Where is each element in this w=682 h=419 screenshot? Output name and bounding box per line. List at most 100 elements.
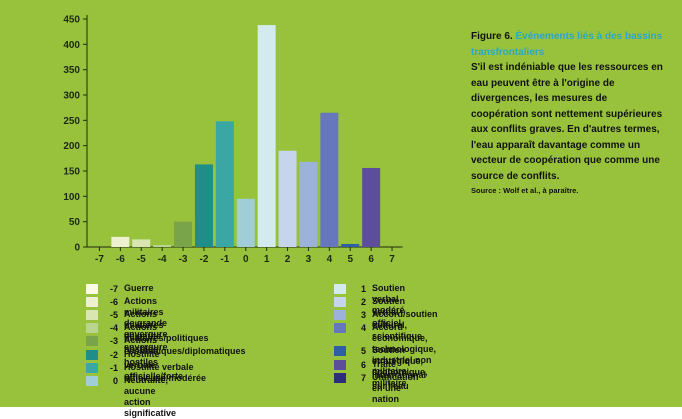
legend-swatch (86, 349, 98, 360)
legend-swatch (86, 297, 98, 308)
legend-code: 1 (360, 284, 366, 294)
legend-code: 6 (360, 359, 366, 370)
legend-swatch (334, 372, 346, 383)
y-axis: 0 50 100 150 200 250 300 350 400 450 (63, 15, 88, 254)
bar-6 (362, 167, 381, 247)
figure-source: Source : Wolf et al., à paraître. (471, 186, 579, 195)
legend-item: 6 Traité international sur l'eau (334, 359, 426, 391)
legend-swatch (334, 297, 346, 308)
legend-code: -6 (109, 297, 118, 308)
legend-label: Actions militaires/politiques hostiles (124, 322, 209, 355)
legend-swatch (334, 310, 346, 321)
bar--3 (174, 221, 193, 247)
bar--1 (215, 121, 234, 247)
x-tick-label: 0 (243, 254, 249, 265)
x-tick-label: -5 (137, 254, 146, 265)
legend-item: -2 Hostilité verbale officielle/forte (86, 349, 183, 381)
legend-item: 7 Unification en une nation (334, 372, 419, 404)
x-tick-label: 1 (264, 254, 270, 265)
y-tick-label: 300 (63, 91, 80, 102)
legend-swatch (334, 284, 346, 294)
legend-item: -4 Actions militaires/politiques hostiles (86, 322, 209, 354)
legend-label: Soutien verbal modéré (372, 283, 405, 315)
figure-caption: Figure 6. Événements liés à des bassins … (471, 29, 667, 198)
legend-label: Soutien verbal officiel (372, 296, 405, 329)
legend-swatch (334, 323, 346, 334)
x-tick-label: 7 (389, 254, 395, 265)
legend-item: -7 Guerre (86, 283, 154, 296)
legend-code: -4 (109, 323, 118, 334)
x-tick-label: 4 (327, 254, 333, 265)
legend-code: 4 (360, 323, 366, 334)
legend-swatch (334, 346, 346, 357)
x-tick-label: 2 (285, 254, 291, 265)
legend-label: Actions économiques/diplomatiques hostil… (124, 335, 246, 368)
legend-code: 0 (112, 375, 118, 386)
legend-item: 3 Accord/soutien culturel, scientifique (334, 309, 438, 341)
legend-swatch (334, 359, 346, 370)
legend-label: Neutralité, aucune action significative (124, 374, 177, 418)
legend-label: Accord économique, technologique, indust… (372, 322, 436, 377)
figure-body: S'il est indéniable que les ressources e… (471, 62, 663, 182)
legend-swatch (86, 362, 98, 373)
x-tick-label: -1 (220, 254, 229, 265)
legend-label: Actions militaires de petite envergure (124, 309, 168, 353)
legend-item: 1 Soutien verbal modéré (334, 283, 405, 315)
y-tick-label: 450 (63, 15, 80, 26)
y-tick-label: 50 (69, 217, 81, 228)
legend-item: 2 Soutien verbal officiel (334, 296, 405, 328)
legend-code: -7 (109, 284, 118, 294)
legend-code: -1 (109, 362, 118, 373)
x-tick-label: -3 (179, 254, 188, 265)
legend-swatch (86, 375, 98, 386)
bar-4 (320, 112, 339, 247)
legend-swatch (86, 284, 98, 294)
y-tick-label: 0 (74, 243, 80, 254)
legend-item: -3 Actions économiques/diplomatiques host… (86, 335, 246, 367)
figure-number: Figure 6. (471, 31, 513, 42)
y-tick-label: 200 (63, 141, 80, 152)
legend-label: Hostilité verbale officielle/forte (124, 348, 184, 381)
legend-swatch (86, 310, 98, 321)
bar-5 (341, 243, 360, 247)
legend-item: 4 Accord économique, technologique, indus… (334, 322, 436, 376)
legend-code: -2 (109, 349, 118, 360)
bar--5 (132, 239, 151, 247)
legend-label: Accord/soutien culturel, scientifique (372, 309, 438, 342)
y-tick-label: 250 (63, 116, 80, 127)
bar--6 (111, 236, 130, 247)
legend-label: Guerre (124, 283, 154, 293)
bar-2 (278, 150, 297, 247)
legend-label: Unification en une nation (372, 371, 419, 404)
bar-3 (299, 161, 318, 247)
x-tick-label: -7 (95, 254, 104, 265)
bar--4 (153, 244, 172, 247)
y-tick-label: 400 (63, 40, 80, 51)
legend-item: 0 Neutralité, aucune action significative (86, 375, 176, 418)
legend-item: -6 Actions militaires de grande envergure (86, 296, 168, 339)
legend-code: 5 (360, 346, 366, 357)
bar-0 (236, 198, 255, 247)
bar-1 (257, 25, 276, 247)
legend-code: -5 (109, 310, 118, 321)
y-tick-label: 100 (63, 192, 80, 203)
legend-label: Traité international sur l'eau (372, 358, 427, 391)
y-tick-label: 350 (63, 65, 80, 76)
legend-swatch (86, 336, 98, 347)
x-tick-label: 5 (347, 254, 353, 265)
x-tick-label: -6 (116, 254, 125, 265)
bar--2 (194, 164, 213, 247)
y-tick-label: 150 (63, 167, 80, 178)
legend-code: 3 (360, 310, 366, 321)
legend-swatch (86, 323, 98, 334)
bars (111, 25, 381, 247)
x-axis: -7 -6 -5 -4 -3 -2 -1 0 1 2 3 4 5 6 7 (87, 246, 403, 265)
legend-code: -3 (109, 336, 118, 347)
legend-item: -5 Actions militaires de petite envergure (86, 309, 168, 352)
x-tick-label: -2 (199, 254, 208, 265)
figure-title: Événements liés à des bassins transfront… (471, 31, 663, 58)
legend-label: Actions militaires de grande envergure (124, 296, 168, 340)
x-tick-label: 6 (368, 254, 374, 265)
